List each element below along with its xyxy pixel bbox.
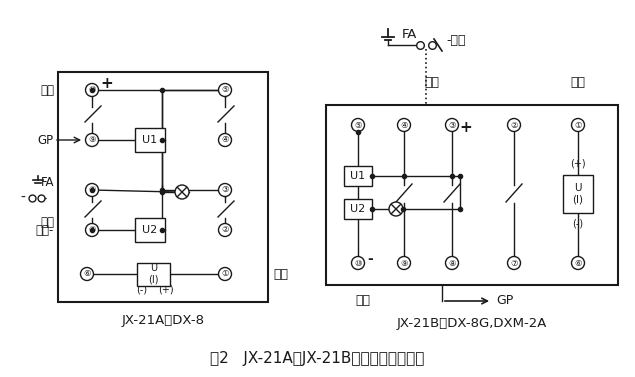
- Text: 电源: 电源: [425, 77, 439, 89]
- Circle shape: [446, 118, 458, 132]
- Text: ⑩: ⑩: [354, 259, 362, 268]
- Bar: [344, 166, 372, 186]
- Bar: [326, 105, 618, 285]
- Text: GP: GP: [496, 294, 513, 308]
- Text: U1: U1: [351, 171, 366, 181]
- Text: ②: ②: [221, 225, 229, 234]
- Text: ④: ④: [221, 135, 229, 144]
- Text: 电源-: 电源-: [36, 224, 54, 236]
- Text: FA: FA: [41, 176, 54, 188]
- Text: -复归: -复归: [446, 34, 465, 46]
- Text: U
(I): U (I): [573, 183, 584, 205]
- Text: U1: U1: [142, 135, 157, 145]
- Circle shape: [218, 268, 232, 280]
- Text: ②: ②: [511, 121, 518, 130]
- Text: ③: ③: [448, 121, 456, 130]
- Text: ⑨: ⑨: [88, 135, 96, 144]
- Text: ③: ③: [221, 185, 229, 195]
- Circle shape: [389, 202, 403, 216]
- Text: -: -: [367, 252, 373, 266]
- Text: -: -: [20, 191, 25, 205]
- Circle shape: [86, 83, 98, 97]
- Bar: [563, 175, 593, 213]
- Text: ⑧: ⑧: [448, 259, 456, 268]
- Text: 启动: 启动: [273, 268, 288, 280]
- Text: +: +: [100, 77, 114, 92]
- Circle shape: [352, 118, 364, 132]
- Circle shape: [398, 118, 410, 132]
- Circle shape: [218, 184, 232, 196]
- Circle shape: [572, 118, 584, 132]
- Text: ⑤: ⑤: [354, 121, 362, 130]
- Bar: [58, 72, 268, 302]
- Text: U2: U2: [351, 204, 366, 214]
- Circle shape: [86, 224, 98, 236]
- Text: 复归: 复归: [40, 216, 54, 228]
- Circle shape: [175, 185, 189, 199]
- Circle shape: [218, 83, 232, 97]
- Bar: [135, 218, 165, 242]
- Text: (-): (-): [136, 284, 147, 294]
- Text: 电源: 电源: [40, 83, 54, 97]
- Text: ⑦: ⑦: [88, 225, 96, 234]
- Text: U
(I): U (I): [148, 263, 159, 285]
- Text: 图2   JX-21A、JX-21B接线图（正视图）: 图2 JX-21A、JX-21B接线图（正视图）: [210, 351, 425, 366]
- Text: ⑧: ⑧: [88, 185, 96, 195]
- Circle shape: [352, 256, 364, 270]
- Text: ⑥: ⑥: [574, 259, 582, 268]
- Circle shape: [398, 256, 410, 270]
- Text: +: +: [460, 120, 472, 135]
- Circle shape: [572, 256, 584, 270]
- Text: ④: ④: [400, 121, 408, 130]
- Text: (-): (-): [572, 219, 584, 229]
- Circle shape: [218, 224, 232, 236]
- Text: GP: GP: [38, 133, 54, 147]
- Text: ⑥: ⑥: [83, 270, 91, 279]
- Circle shape: [507, 256, 521, 270]
- Circle shape: [86, 184, 98, 196]
- Bar: [135, 128, 165, 152]
- Text: ①: ①: [574, 121, 582, 130]
- Text: 启动: 启动: [570, 77, 585, 89]
- Text: (+): (+): [157, 284, 173, 294]
- Text: ⑩: ⑩: [88, 86, 96, 95]
- Text: JX-21A代DX-8: JX-21A代DX-8: [121, 314, 204, 327]
- Circle shape: [507, 118, 521, 132]
- Text: (+): (+): [570, 159, 586, 169]
- Text: ⑨: ⑨: [400, 259, 408, 268]
- Text: JX-21B代DX-8G,DXM-2A: JX-21B代DX-8G,DXM-2A: [397, 317, 547, 330]
- Text: 电源: 电源: [356, 294, 370, 308]
- Text: ⑤: ⑤: [221, 86, 229, 95]
- Circle shape: [86, 133, 98, 147]
- Circle shape: [81, 268, 93, 280]
- Bar: [137, 262, 170, 285]
- Text: FA: FA: [401, 29, 417, 41]
- Circle shape: [218, 133, 232, 147]
- Bar: [344, 199, 372, 219]
- Text: ①: ①: [221, 270, 229, 279]
- Circle shape: [446, 256, 458, 270]
- Text: U2: U2: [142, 225, 157, 235]
- Text: ⑦: ⑦: [511, 259, 518, 268]
